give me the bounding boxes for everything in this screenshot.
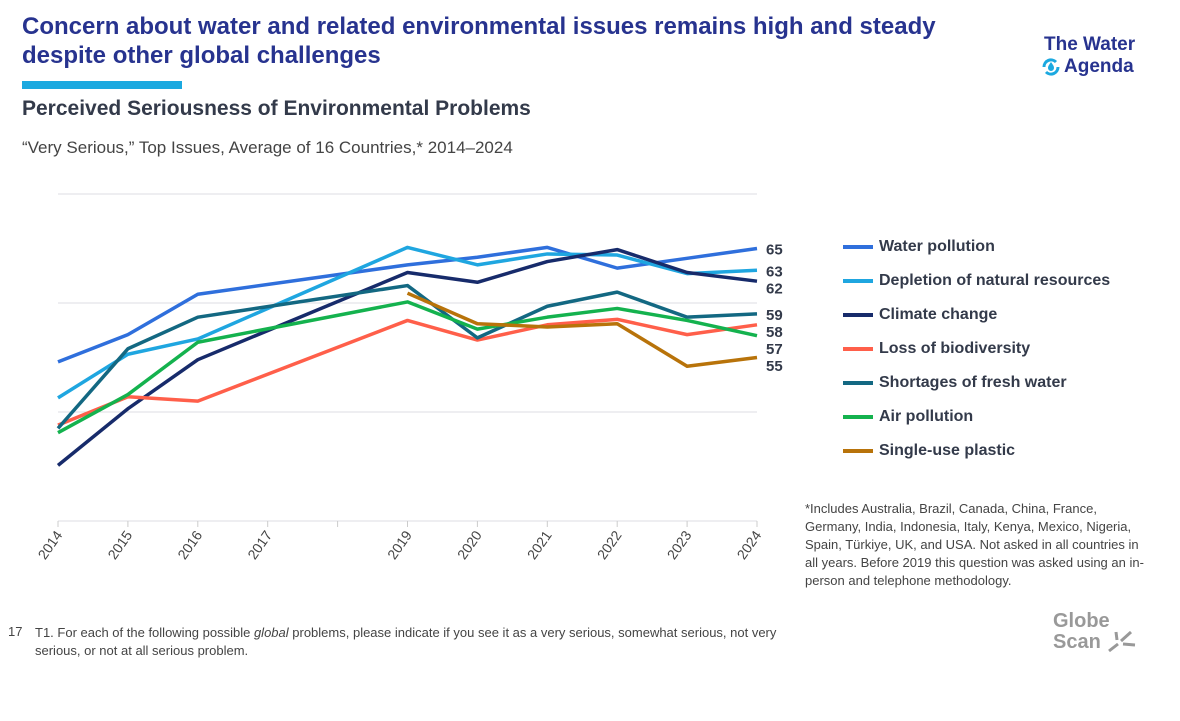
question-suffix: problems, please indicate if you see it … [35,625,777,658]
end-value-label: 63 [766,263,783,280]
series-line-single-use-plastic [406,291,758,368]
line-chart: 2014 2015 2016 2017 2019 2020 2021 2022 2023 2024… [34,193,783,562]
end-value-label: 58 [766,324,783,341]
legend-swatch [843,415,873,419]
chart-subtitle: “Very Serious,” Top Issues, Average of 1… [22,138,513,157]
end-value-label: 57 [766,341,783,358]
series-line-loss-of-biodiversity [57,317,758,427]
headline-accent-bar [22,81,182,89]
legend-item: Single-use plastic [843,441,1015,461]
legend-item: Depletion of natural resources [843,271,1110,291]
brand-line1: Globe [1053,610,1110,632]
headline: Concern about water and related environm… [22,13,936,69]
x-tick-label: 2015 [104,527,135,562]
question-text: T1. For each of the following possible g… [35,624,825,660]
legend-swatch [843,347,873,351]
legend-item: Water pollution [843,237,995,257]
x-tick-label: 2019 [384,527,415,562]
end-value-label: 55 [766,358,783,375]
page-number: 17 [8,624,23,639]
legend-label: Single-use plastic [879,442,1016,459]
x-tick-label: 2021 [524,527,555,562]
globescan-logo: Globe Scan [1053,610,1137,653]
series-line-shortages-of-fresh-water [56,283,758,430]
legend-swatch [843,381,873,385]
footnote: *Includes Australia, Brazil, Canada, Chi… [805,501,1144,588]
legend-label: Climate change [879,306,998,323]
logo-line2: Agenda [1064,56,1134,77]
legend-item: Climate change [843,305,997,325]
legend-swatch [843,279,873,283]
series-line-depletion-of-natural-resources [57,245,758,400]
x-tick-label: 2014 [34,527,65,562]
question-emphasis: global [253,625,289,640]
legend-label: Loss of biodiversity [879,340,1031,357]
end-value-label: 62 [766,280,783,297]
legend-item: Shortages of fresh water [843,373,1067,393]
x-tick-label: 2023 [664,527,695,562]
burst-icon [1107,631,1135,653]
brand-line2: Scan [1053,630,1101,653]
end-value-label: 65 [766,242,783,259]
legend-swatch [843,245,873,249]
question-prefix: T1. For each of the following possible [35,625,254,640]
water-drop-cycle-icon [1042,58,1060,76]
legend-item: Loss of biodiversity [843,339,1030,359]
series-line-climate-change [56,247,758,467]
x-tick-label: 2022 [594,527,625,562]
legend-label: Shortages of fresh water [879,374,1067,391]
chart-title: Perceived Seriousness of Environmental P… [22,97,531,120]
logo-line1: The Water [1044,34,1136,55]
legend-label: Water pollution [879,238,995,255]
x-tick-label: 2016 [174,527,205,562]
legend-swatch [843,449,873,453]
end-value-label: 59 [766,307,783,324]
x-tick-label: 2024 [733,527,764,562]
legend-label: Air pollution [879,408,974,425]
x-tick-label: 2020 [454,527,485,562]
legend-swatch [843,313,873,317]
x-tick-label: 2017 [244,527,275,562]
legend-item: Air pollution [843,407,973,427]
legend-label: Depletion of natural resources [879,272,1111,289]
water-agenda-logo: The Water Agenda [1040,34,1160,78]
